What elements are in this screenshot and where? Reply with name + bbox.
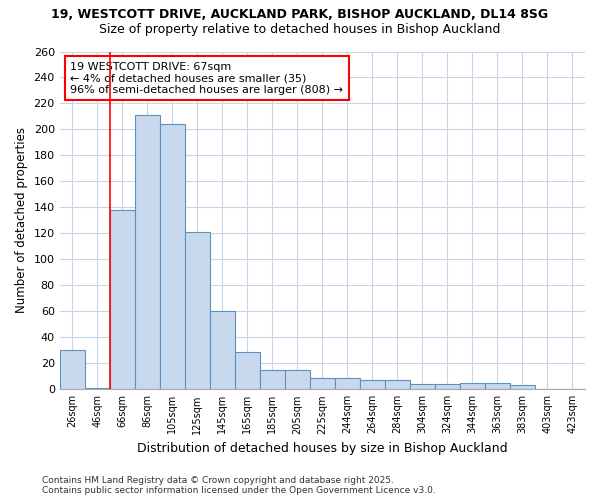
Bar bbox=[135, 115, 160, 390]
Bar bbox=[235, 352, 260, 390]
Text: Size of property relative to detached houses in Bishop Auckland: Size of property relative to detached ho… bbox=[100, 22, 500, 36]
Bar bbox=[435, 384, 460, 390]
Y-axis label: Number of detached properties: Number of detached properties bbox=[15, 128, 28, 314]
Bar bbox=[85, 388, 110, 390]
Bar bbox=[460, 383, 485, 390]
Bar bbox=[360, 380, 385, 390]
Bar bbox=[485, 383, 510, 390]
Bar bbox=[385, 380, 410, 390]
Bar bbox=[335, 378, 360, 390]
Bar bbox=[285, 370, 310, 390]
Bar bbox=[160, 124, 185, 390]
X-axis label: Distribution of detached houses by size in Bishop Auckland: Distribution of detached houses by size … bbox=[137, 442, 508, 455]
Text: 19, WESTCOTT DRIVE, AUCKLAND PARK, BISHOP AUCKLAND, DL14 8SG: 19, WESTCOTT DRIVE, AUCKLAND PARK, BISHO… bbox=[52, 8, 548, 20]
Text: 19 WESTCOTT DRIVE: 67sqm
← 4% of detached houses are smaller (35)
96% of semi-de: 19 WESTCOTT DRIVE: 67sqm ← 4% of detache… bbox=[70, 62, 343, 95]
Bar bbox=[59, 350, 85, 390]
Bar bbox=[210, 312, 235, 390]
Bar bbox=[185, 232, 210, 390]
Bar bbox=[310, 378, 335, 390]
Bar bbox=[110, 210, 135, 390]
Bar bbox=[260, 370, 285, 390]
Text: Contains HM Land Registry data © Crown copyright and database right 2025.
Contai: Contains HM Land Registry data © Crown c… bbox=[42, 476, 436, 495]
Bar bbox=[510, 386, 535, 390]
Bar bbox=[410, 384, 435, 390]
